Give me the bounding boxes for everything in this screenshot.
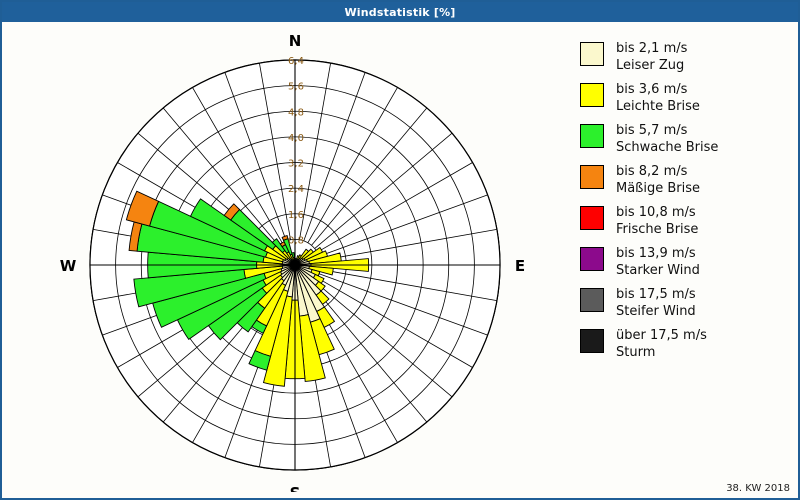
- compass-label-n: N: [289, 32, 302, 50]
- compass-label-w: W: [60, 257, 77, 275]
- radial-tick-label: 5,6: [288, 82, 304, 93]
- legend-label: bis 13,9 m/s Starker Wind: [616, 245, 700, 279]
- legend-name: Mäßige Brise: [616, 181, 701, 196]
- legend-name: Leichte Brise: [616, 99, 700, 114]
- window-content: 0,8 1,6 2,4 3,2 4,0 4,8 5,6 6,4 N E S W bis 2,1 m/…: [2, 22, 798, 498]
- legend-swatch-maessige-brise: [580, 165, 604, 189]
- radial-tick-label: 3,2: [288, 159, 304, 170]
- radial-tick-label: 6,4: [288, 56, 304, 67]
- legend-label: über 17,5 m/s Sturm: [616, 327, 707, 361]
- legend-speed: bis 10,8 m/s: [616, 205, 696, 220]
- radial-tick-labels: 0,8 1,6 2,4 3,2 4,0 4,8 5,6 6,4: [288, 56, 304, 246]
- legend-label: bis 10,8 m/s Frische Brise: [616, 204, 698, 238]
- legend-swatch-frische-brise: [580, 206, 604, 230]
- wind-rose-svg: 0,8 1,6 2,4 3,2 4,0 4,8 5,6 6,4 N E S W: [60, 32, 525, 492]
- legend-item: bis 10,8 m/s Frische Brise: [580, 204, 790, 238]
- legend-name: Schwache Brise: [616, 140, 719, 155]
- legend-item: bis 2,1 m/s Leiser Zug: [580, 40, 790, 74]
- legend-name: Sturm: [616, 345, 656, 360]
- compass-label-s: S: [290, 484, 301, 492]
- legend-item: bis 5,7 m/s Schwache Brise: [580, 122, 790, 156]
- radial-tick-label: 1,6: [288, 210, 304, 221]
- legend-speed: bis 17,5 m/s: [616, 287, 696, 302]
- legend-item: bis 3,6 m/s Leichte Brise: [580, 81, 790, 115]
- legend-item: bis 17,5 m/s Steifer Wind: [580, 286, 790, 320]
- wind-rose-chart: 0,8 1,6 2,4 3,2 4,0 4,8 5,6 6,4 N E S W: [2, 22, 568, 492]
- wind-rose-petals: [125, 190, 370, 387]
- legend-swatch-leiser-zug: [580, 42, 604, 66]
- radial-tick-label: 0,8: [288, 235, 304, 246]
- legend-swatch-schwache-brise: [580, 124, 604, 148]
- legend-label: bis 3,6 m/s Leichte Brise: [616, 81, 700, 115]
- legend: bis 2,1 m/s Leiser Zug bis 3,6 m/s Leich…: [580, 40, 790, 368]
- radial-tick-label: 4,0: [288, 133, 304, 144]
- legend-swatch-leichte-brise: [580, 83, 604, 107]
- legend-speed: bis 8,2 m/s: [616, 164, 688, 179]
- legend-label: bis 2,1 m/s Leiser Zug: [616, 40, 687, 74]
- legend-name: Frische Brise: [616, 222, 699, 237]
- compass-labels: N E S W: [60, 32, 525, 492]
- legend-item: über 17,5 m/s Sturm: [580, 327, 790, 361]
- compass-label-e: E: [515, 257, 525, 275]
- legend-label: bis 8,2 m/s Mäßige Brise: [616, 163, 700, 197]
- legend-item: bis 8,2 m/s Mäßige Brise: [580, 163, 790, 197]
- radial-tick-label: 2,4: [288, 184, 304, 195]
- radial-tick-label: 4,8: [288, 107, 304, 118]
- legend-label: bis 17,5 m/s Steifer Wind: [616, 286, 696, 320]
- polar-axes: [90, 60, 500, 470]
- legend-label: bis 5,7 m/s Schwache Brise: [616, 122, 718, 156]
- legend-swatch-steifer-wind: [580, 288, 604, 312]
- legend-name: Starker Wind: [616, 263, 700, 278]
- footer-week-label: 38. KW 2018: [726, 483, 790, 494]
- legend-speed: bis 2,1 m/s: [616, 41, 688, 56]
- legend-speed: bis 3,6 m/s: [616, 82, 688, 97]
- legend-swatch-sturm: [580, 329, 604, 353]
- legend-speed: bis 5,7 m/s: [616, 123, 688, 138]
- window-title-bar: Windstatistik [%]: [2, 2, 798, 22]
- legend-item: bis 13,9 m/s Starker Wind: [580, 245, 790, 279]
- legend-name: Steifer Wind: [616, 304, 696, 319]
- legend-speed: über 17,5 m/s: [616, 328, 707, 343]
- legend-name: Leiser Zug: [616, 58, 685, 73]
- legend-swatch-starker-wind: [580, 247, 604, 271]
- legend-speed: bis 13,9 m/s: [616, 246, 696, 261]
- window-title: Windstatistik [%]: [344, 5, 456, 19]
